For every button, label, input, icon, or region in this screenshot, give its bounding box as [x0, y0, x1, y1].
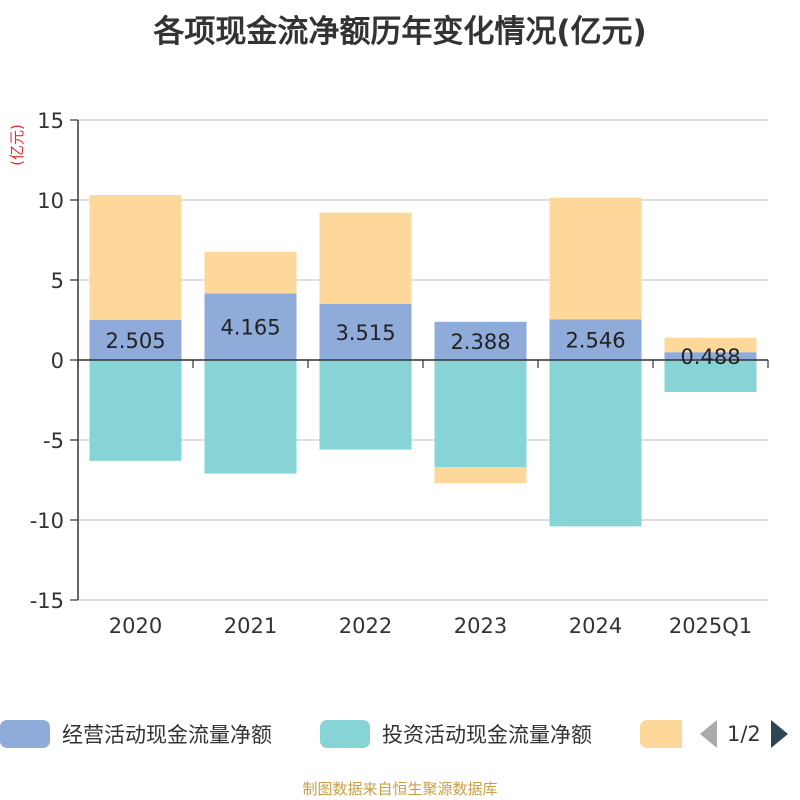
bar-operating-2024 [549, 319, 642, 360]
bar-financing-2020 [89, 195, 182, 320]
data-labels: 2.505 4.165 3.515 2.388 2.546 0.488 [105, 316, 740, 369]
y-tick-label: 15 [37, 109, 64, 133]
legend-label-investing: 投资活动现金流量净额 [382, 723, 592, 747]
bar-operating-2025Q1 [664, 352, 757, 360]
bar-financing-2022 [319, 212, 412, 304]
legend-prev-page-icon[interactable] [700, 720, 717, 748]
legend-label-operating: 经营活动现金流量净额 [62, 723, 272, 747]
x-tick-label: 2025Q1 [669, 614, 752, 638]
legend-swatch-financing [640, 720, 682, 748]
legend-page-indicator: 1/2 [727, 722, 761, 746]
source-note: 制图数据来自恒生聚源数据库 [302, 780, 498, 798]
bar-investing-2022 [319, 360, 412, 450]
y-tick-label: -5 [43, 429, 64, 453]
x-tick-label: 2024 [569, 614, 622, 638]
data-label-operating-2022: 3.515 [335, 321, 395, 345]
axes: 15 10 5 0 -5 -10 -15 (亿元) 2020 2021 2022 2023 2024 20… [8, 109, 769, 638]
chart-title: 各项现金流净额历年变化情况(亿元) [153, 14, 647, 50]
bar-operating-2021 [204, 293, 297, 360]
bar-investing-2024 [549, 360, 642, 527]
y-tick-label: -10 [30, 509, 64, 533]
legend-pager: 1/2 [700, 716, 788, 752]
data-label-operating-2020: 2.505 [105, 329, 165, 353]
x-tick-label: 2021 [224, 614, 277, 638]
x-tick-label: 2020 [109, 614, 162, 638]
legend-swatch-operating [0, 720, 50, 748]
bar-financing-2025Q1 [664, 337, 757, 353]
chart-plot: 15 10 5 0 -5 -10 -15 (亿元) 2020 2021 2022 2023 2024 20… [8, 109, 769, 638]
data-label-operating-2025Q1: 0.488 [680, 345, 740, 369]
data-label-operating-2024: 2.546 [565, 329, 625, 353]
x-tick-label: 2022 [339, 614, 392, 638]
y-tick-label: 10 [37, 189, 64, 213]
y-tick-label: 0 [51, 349, 64, 373]
bar-financing-2024 [549, 197, 642, 320]
y-tick-label: 5 [51, 269, 64, 293]
legend-next-page-icon[interactable] [770, 720, 788, 748]
legend: 经营活动现金流量净额 投资活动现金流量净额 1/2 [0, 716, 800, 752]
bar-investing-2023 [434, 360, 527, 468]
bar-operating-2023 [434, 321, 527, 360]
bar-investing-2020 [89, 360, 182, 461]
x-tick-label: 2023 [454, 614, 507, 638]
bar-operating-2022 [319, 303, 412, 360]
bars [89, 195, 757, 527]
y-tick-label: -15 [30, 589, 64, 613]
bar-investing-2025Q1 [664, 360, 757, 392]
bar-financing-2021 [204, 251, 297, 294]
legend-item-investing[interactable]: 投资活动现金流量净额 [320, 716, 592, 752]
y-axis-unit-label: (亿元) [8, 124, 26, 166]
legend-swatch-investing [320, 720, 370, 748]
bar-operating-2020 [89, 319, 182, 360]
data-label-operating-2021: 4.165 [220, 316, 280, 340]
bar-financing-2023 [434, 467, 527, 484]
legend-item-operating[interactable]: 经营活动现金流量净额 [0, 716, 272, 752]
data-label-operating-2023: 2.388 [450, 330, 510, 354]
legend-item-financing[interactable] [640, 716, 682, 752]
bar-investing-2021 [204, 360, 297, 474]
